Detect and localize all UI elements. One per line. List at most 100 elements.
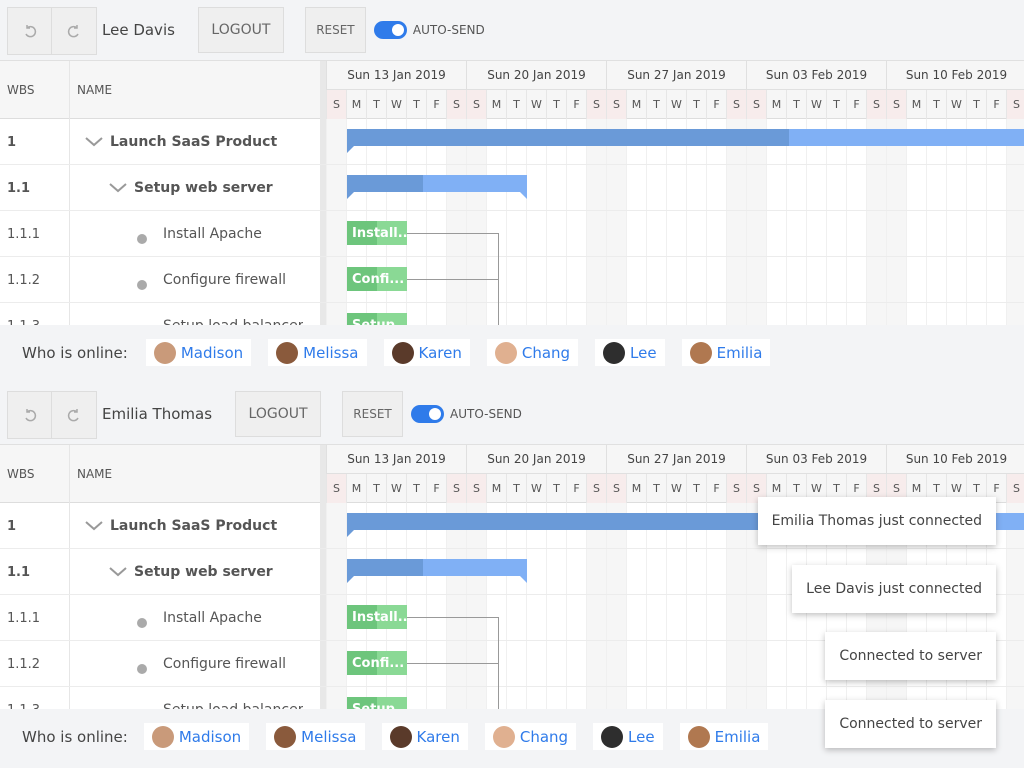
- user-chip[interactable]: Madison: [143, 723, 250, 750]
- day-label: S: [726, 90, 746, 119]
- leaf-dot: [137, 280, 147, 290]
- day-label: W: [666, 90, 686, 119]
- user-chip[interactable]: Melissa: [268, 339, 367, 366]
- user-name: Emilia: [714, 727, 761, 746]
- user-chip[interactable]: Emilia: [679, 723, 769, 750]
- dependency-line: [498, 233, 499, 325]
- redo-button[interactable]: [51, 7, 97, 55]
- dependency-line: [407, 279, 498, 280]
- wbs-cell: 1.1.1: [7, 226, 41, 242]
- avatar: [391, 341, 414, 364]
- expand-arrow[interactable]: [108, 563, 128, 579]
- day-column: [446, 119, 466, 325]
- undo-button[interactable]: [7, 7, 53, 55]
- day-label: F: [706, 474, 726, 503]
- user-chip[interactable]: Lee: [593, 723, 663, 750]
- expand-arrow[interactable]: [84, 133, 104, 149]
- wbs-cell: 1.1.2: [7, 272, 41, 288]
- wbs-header: WBS: [7, 467, 35, 481]
- day-column: [1006, 119, 1024, 325]
- user-chip[interactable]: Emilia: [681, 339, 771, 366]
- day-column: [806, 119, 826, 325]
- avatar: [687, 725, 710, 748]
- logout-button[interactable]: LOGOUT: [197, 7, 284, 53]
- day-label: T: [646, 474, 666, 503]
- week-label: Sun 20 Jan 2019: [466, 445, 606, 474]
- toggle[interactable]: [373, 21, 407, 39]
- day-label: S: [466, 90, 486, 119]
- day-label: W: [946, 90, 966, 119]
- avatar: [689, 341, 712, 364]
- leaf-dot: [137, 664, 147, 674]
- day-column: [326, 503, 346, 709]
- day-column: [566, 119, 586, 325]
- day-label: T: [366, 90, 386, 119]
- leaf-dot: [137, 234, 147, 244]
- user-chip[interactable]: Lee: [595, 339, 665, 366]
- user-chip[interactable]: Madison: [145, 339, 252, 366]
- avatar: [494, 341, 517, 364]
- user-chip[interactable]: Karen: [381, 723, 468, 750]
- day-column: [726, 503, 746, 709]
- expand-arrow[interactable]: [108, 179, 128, 195]
- wbs-cell: 1.1.3: [7, 687, 40, 710]
- day-label: S: [586, 474, 606, 503]
- dependency-line: [407, 233, 498, 234]
- week-label: Sun 27 Jan 2019: [606, 61, 746, 90]
- wbs-cell: 1.1: [7, 180, 31, 196]
- icon: [67, 409, 79, 422]
- user-chip[interactable]: Karen: [383, 339, 470, 366]
- reset-button[interactable]: RESET: [304, 7, 366, 53]
- chevron: [85, 137, 103, 147]
- toggle[interactable]: [411, 405, 445, 423]
- wbs-cell: 1: [7, 518, 17, 534]
- name-cell: Install Apache: [163, 610, 262, 626]
- row-line: [0, 164, 1024, 165]
- day-label: M: [906, 90, 926, 119]
- day-label: M: [486, 90, 506, 119]
- user-chip[interactable]: Chang: [486, 339, 579, 366]
- day-label: T: [926, 474, 946, 503]
- expand-arrow[interactable]: [84, 517, 104, 533]
- day-column: [606, 119, 626, 325]
- day-label: W: [386, 90, 406, 119]
- parent-bar-progress: [347, 129, 789, 146]
- user-name: Karen: [418, 343, 462, 362]
- reset-button[interactable]: RESET: [342, 391, 404, 437]
- task-bar-label: Setup...: [352, 317, 410, 326]
- day-column: [666, 503, 686, 709]
- user-chip[interactable]: Chang: [484, 723, 577, 750]
- auto-send-label: AUTO-SEND: [450, 407, 522, 421]
- day-column: [546, 119, 566, 325]
- logout-button[interactable]: LOGOUT: [235, 391, 322, 437]
- day-label: F: [426, 90, 446, 119]
- day-label: F: [426, 474, 446, 503]
- undo-button[interactable]: [7, 391, 53, 439]
- panel: Emilia Thomas LOGOUT RESET AUTO-SEND WBS NAME…: [0, 384, 1024, 768]
- task-bar-label: Install...: [352, 609, 413, 625]
- dependency-line: [407, 617, 498, 618]
- day-column: [746, 119, 766, 325]
- day-column: [646, 119, 666, 325]
- auto-send-label: AUTO-SEND: [412, 23, 485, 37]
- day-label: S: [606, 90, 626, 119]
- day-column: [926, 119, 946, 325]
- day-column: [546, 503, 566, 709]
- day-label: S: [326, 474, 346, 503]
- bar-tab: [347, 530, 354, 537]
- user-chip[interactable]: Melissa: [266, 723, 365, 750]
- icon: [25, 25, 37, 38]
- day-label: M: [486, 474, 506, 503]
- task-bar-label: Setup...: [352, 701, 410, 710]
- day-label: T: [546, 474, 566, 503]
- day-column: [326, 119, 346, 325]
- day-column: [786, 503, 806, 709]
- icon: [67, 25, 79, 38]
- redo-button[interactable]: [51, 391, 97, 439]
- panel: Lee Davis LOGOUT RESET AUTO-SEND WBS NAME Sun …: [0, 7, 1024, 366]
- day-label: T: [826, 474, 846, 503]
- name-cell: Launch SaaS Product: [110, 134, 278, 150]
- name-header: NAME: [77, 467, 113, 481]
- wbs-header: WBS: [7, 83, 35, 97]
